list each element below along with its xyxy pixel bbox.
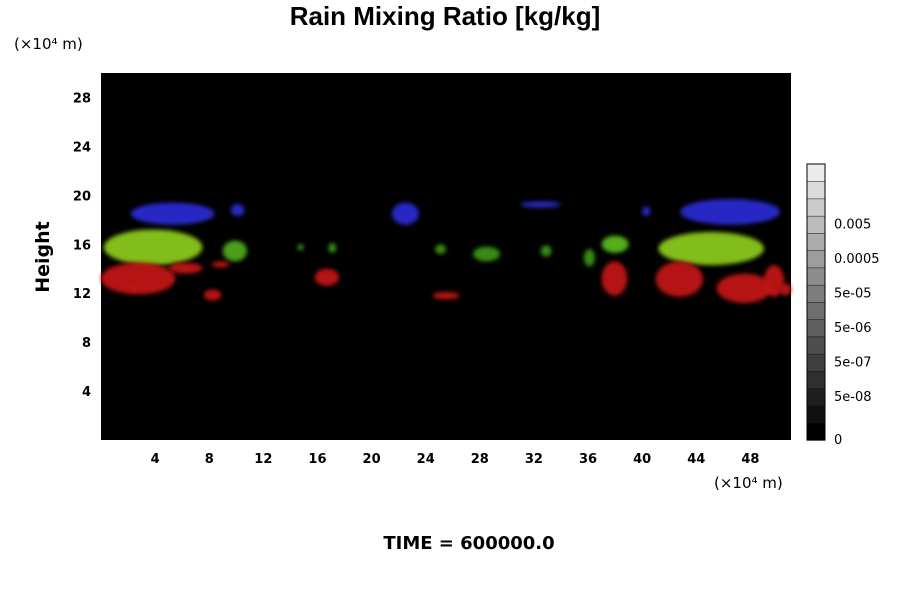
x-tick-label-32: 32: [525, 452, 543, 467]
x-tick-label-48: 48: [741, 452, 759, 467]
colorbar-level-11: [806, 232, 826, 251]
colorbar-level-5: [806, 336, 826, 355]
colorbar-label-3: 5e-06: [834, 321, 872, 336]
colorbar-label-1: 5e-08: [834, 390, 872, 405]
colorbar-level-1: [806, 405, 826, 424]
colorbar-level-6: [806, 319, 826, 338]
x-tick-label-28: 28: [471, 452, 489, 467]
colorbar-level-9: [806, 267, 826, 286]
rain-feature-blue-1: [230, 203, 245, 217]
rain-feature-green-11: [473, 246, 501, 262]
x-tick-label-12: 12: [254, 452, 272, 467]
colorbar-label-2: 5e-07: [834, 355, 872, 370]
rain-feature-green-15: [658, 232, 764, 266]
y-tick-label-24: 24: [73, 140, 91, 155]
y-tick-label-12: 12: [73, 287, 91, 302]
rain-feature-red-17: [168, 262, 203, 274]
colorbar-label-6: 0.005: [834, 217, 871, 232]
x-tick-label-36: 36: [579, 452, 597, 467]
y-tick-label-4: 4: [82, 385, 91, 400]
rain-feature-green-8: [297, 244, 304, 251]
colorbar-level-15: [806, 163, 826, 182]
colorbar-label-4: 5e-05: [834, 286, 872, 301]
rain-feature-red-21: [314, 268, 340, 286]
rain-feature-red-18: [130, 284, 138, 292]
rain-feature-blue-5: [680, 199, 781, 225]
rain-feature-green-9: [328, 243, 337, 253]
y-tick-label-20: 20: [73, 189, 91, 204]
x-tick-label-20: 20: [363, 452, 381, 467]
rain-feature-green-13: [584, 249, 595, 267]
colorbar-frame: [806, 163, 826, 441]
rain-feature-layer: [101, 199, 792, 303]
y-axis-unit: (×10⁴ m): [14, 35, 83, 53]
colorbar-level-2: [806, 388, 826, 407]
colorbar-label-5: 0.0005: [834, 252, 880, 267]
rain-feature-green-6: [103, 229, 203, 266]
y-axis-ticks: 4 8 12 16 20 24 28: [73, 91, 91, 400]
rain-feature-red-16: [101, 262, 176, 295]
y-tick-label-8: 8: [82, 336, 91, 351]
colorbar-level-13: [806, 198, 826, 217]
x-tick-label-4: 4: [151, 452, 160, 467]
x-tick-label-44: 44: [687, 452, 705, 467]
rain-feature-red-23: [601, 261, 628, 296]
colorbar-level-0: [806, 422, 826, 441]
x-axis-ticks: 4 8 12 16 20 24 28 32 36 40 44 48: [151, 452, 760, 467]
x-axis-unit: (×10⁴ m): [714, 474, 783, 492]
rain-feature-blue-3: [520, 201, 561, 208]
rain-feature-red-25: [716, 273, 773, 303]
rain-feature-red-19: [211, 261, 230, 268]
x-tick-label-40: 40: [633, 452, 651, 467]
colorbar-level-12: [806, 215, 826, 234]
colorbar-level-7: [806, 301, 826, 320]
rain-feature-red-20: [203, 289, 222, 301]
rain-feature-blue-0: [130, 202, 215, 225]
rain-feature-red-22: [432, 291, 460, 300]
colorbar-level-4: [806, 353, 826, 372]
rain-feature-green-10: [435, 244, 446, 255]
chart-title: Rain Mixing Ratio [kg/kg]: [290, 1, 601, 31]
rain-feature-blue-2: [391, 202, 419, 225]
x-tick-label-16: 16: [308, 452, 326, 467]
rain-feature-red-26: [763, 265, 785, 297]
rain-feature-red-27: [780, 283, 792, 296]
time-label: TIME = 600000.0: [383, 533, 554, 554]
colorbar-level-10: [806, 250, 826, 269]
rain-feature-green-7: [222, 240, 248, 262]
rain-feature-green-14: [601, 235, 629, 253]
x-tick-label-8: 8: [205, 452, 214, 467]
colorbar-label-0: 0: [834, 433, 842, 448]
colorbar-level-3: [806, 370, 826, 389]
y-tick-label-16: 16: [73, 238, 91, 253]
colorbar-level-8: [806, 284, 826, 303]
y-axis-label: Height: [32, 221, 54, 293]
y-tick-label-28: 28: [73, 91, 91, 106]
rain-feature-green-12: [540, 245, 552, 257]
x-tick-label-24: 24: [417, 452, 435, 467]
rain-feature-blue-4: [642, 206, 651, 217]
colorbar: [806, 163, 826, 441]
colorbar-level-14: [806, 181, 826, 200]
colorbar-labels: 0 5e-08 5e-07 5e-06 5e-05 0.0005 0.005: [834, 217, 880, 448]
rain-feature-red-24: [655, 261, 704, 297]
